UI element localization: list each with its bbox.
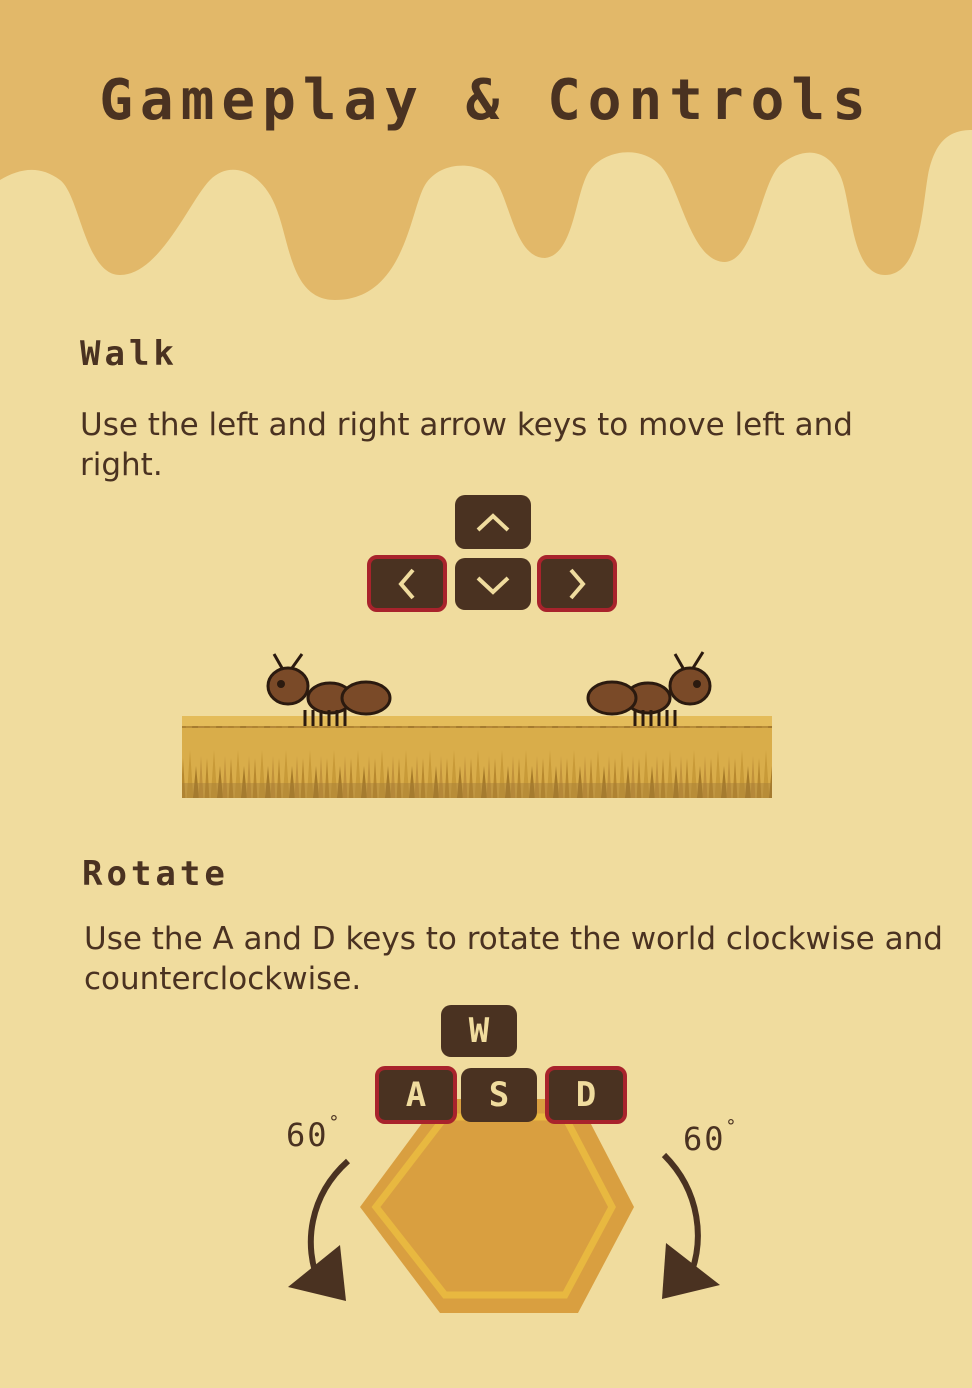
up-arrow-key <box>455 495 531 549</box>
honeycomb-hexagon-illustration <box>288 1099 720 1313</box>
page-title: Gameplay & Controls <box>99 68 873 133</box>
rotate-description: Use the A and D keys to rotate the world… <box>84 921 943 997</box>
rotate-heading: Rotate <box>82 854 229 894</box>
chevron-left-icon <box>398 568 415 599</box>
angle-right-label: 60° <box>683 1116 738 1158</box>
angle-left-label: 60° <box>286 1112 341 1154</box>
angle-left-value: 60 <box>286 1116 329 1154</box>
ant-right-icon <box>586 651 712 726</box>
chevron-down-icon <box>476 576 510 595</box>
angle-right-value: 60 <box>683 1120 726 1158</box>
degree-symbol-left: ° <box>328 1112 342 1134</box>
w-key: W <box>441 1005 517 1057</box>
d-key: D <box>545 1066 627 1124</box>
walk-heading: Walk <box>80 334 178 374</box>
ants-walking-illustration <box>182 651 772 798</box>
walk-description: Use the left and right arrow keys to mov… <box>80 407 853 483</box>
down-arrow-key <box>455 558 531 610</box>
chevron-up-icon <box>476 513 510 532</box>
left-arrow-key <box>367 555 447 612</box>
right-arrow-key <box>537 555 617 612</box>
hexagon-shape <box>360 1099 634 1313</box>
honey-drip-banner <box>0 0 972 300</box>
a-key: A <box>375 1066 457 1124</box>
s-key: S <box>461 1068 537 1122</box>
ant-left-icon <box>266 653 392 726</box>
grass-platform <box>182 718 772 798</box>
chevron-right-icon <box>569 568 586 599</box>
degree-symbol-right: ° <box>725 1116 739 1138</box>
